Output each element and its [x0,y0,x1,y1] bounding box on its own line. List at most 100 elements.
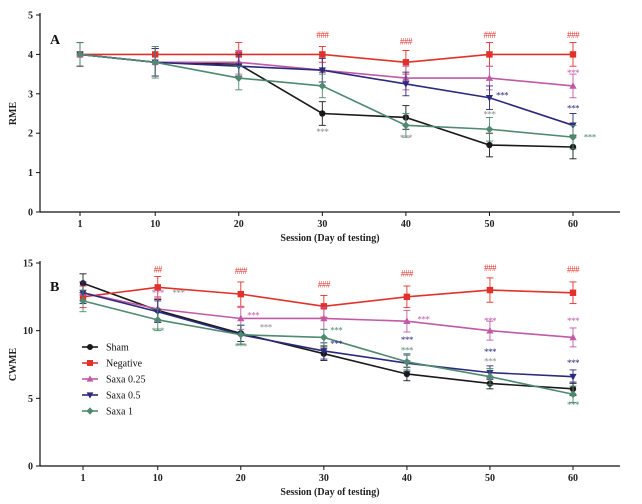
x-tick-label: 50 [484,219,494,230]
x-tick-label: 40 [401,219,411,230]
data-point [485,74,494,81]
significance-stars: *** [567,316,580,326]
data-point [79,297,87,305]
data-point [485,125,494,134]
significance-hash: ### [316,30,329,40]
significance-hash: ### [318,279,331,289]
legend: Sham Negative Saxa 0.25 Saxa 0.5 Saxa 1 [82,343,145,418]
legend-swatch-marker [87,344,93,350]
data-point [318,82,327,90]
legend-item-negative: Negative [82,359,143,370]
data-point [318,67,326,74]
significance-stars: *** [567,400,580,410]
data-point [319,51,326,58]
legend-label: Saxa 0.25 [106,375,145,386]
significance-stars: *** [173,288,186,298]
legend-swatch-marker [87,360,93,366]
data-point [569,51,577,58]
data-point [569,333,577,341]
x-tick-label: 60 [568,473,578,484]
series-saxa-0-25 [79,281,577,348]
significance-stars: *** [400,133,413,143]
significance-stars: *** [567,68,580,78]
significance-hash: ### [567,30,580,40]
data-point [403,293,411,301]
y-tick-label: 10 [23,326,33,337]
significance-stars: *** [316,127,329,137]
x-axis-label: Session (Day of testing) [280,233,379,244]
series-negative [76,42,577,75]
panel-a: 0 1 2 3 4 5 1 10 20 30 40 50 60 Session (Day of testi… [8,11,620,244]
significance-stars: *** [330,325,343,335]
data-point [154,284,161,291]
x-tick-label: 30 [319,473,329,484]
y-tick-label: 1 [28,168,33,179]
x-tick-label: 20 [234,219,244,230]
significance-stars: *** [152,288,165,298]
significance-hash: ### [567,264,580,274]
data-point [485,94,494,102]
legend-item-saxa-1: Saxa 1 [82,407,133,418]
data-point [402,59,410,66]
y-tick-label: 0 [28,208,33,219]
significance-stars: *** [484,357,497,367]
legend-swatch-marker [86,407,94,415]
data-point [320,333,328,342]
data-point [320,348,328,355]
legend-item-saxa-0-5: Saxa 0.5 [82,391,140,402]
panel-label: A [50,33,61,48]
data-point [569,390,577,399]
y-tick-label: 5 [28,394,33,405]
significance-hash: ### [401,269,414,279]
data-point [403,357,411,366]
significance-stars: *** [401,335,414,345]
y-axis-label: CWME [8,348,19,382]
series-sham [76,42,577,160]
significance-stars: *** [418,315,431,325]
data-point [237,290,244,298]
significance-hash: ### [400,37,413,47]
legend-item-saxa-0-25: Saxa 0.25 [82,375,145,386]
data-point [319,110,326,117]
y-tick-label: 5 [28,11,33,22]
data-point [76,50,84,59]
data-point [486,372,494,381]
legend-swatch-marker [86,392,94,399]
legend-swatch-marker [86,375,94,382]
significance-stars: *** [484,347,497,357]
data-point [402,81,410,88]
x-tick-label: 20 [236,473,246,484]
significance-stars: *** [247,310,260,320]
data-point [153,316,162,324]
data-point [486,286,494,294]
y-tick-label: 15 [23,259,33,270]
significance-stars: *** [484,316,497,326]
significance-stars: *** [235,342,248,352]
x-tick-label: 60 [568,219,578,230]
significance-stars: *** [152,326,165,336]
significance-hash: ### [483,30,496,40]
panel-b: 0 5 10 15 1 10 20 30 40 50 60 Session (Day of testi… [8,259,620,498]
significance-stars: *** [260,323,273,333]
legend-label: Saxa 0.5 [106,391,140,402]
series-line [82,300,574,396]
legend-label: Saxa 1 [106,407,133,418]
y-tick-label: 3 [28,89,33,100]
legend-label: Negative [106,359,143,370]
significance-stars: *** [330,339,343,349]
data-point [403,317,411,324]
x-tick-label: 10 [153,473,163,484]
significance-stars: *** [483,109,496,119]
y-tick-label: 4 [28,50,33,61]
series-saxa-1 [79,289,577,403]
data-point [569,82,577,89]
panel-label: B [50,280,59,295]
significance-stars: *** [401,346,414,356]
data-point [486,326,494,334]
data-point [569,373,577,381]
data-point [569,133,577,141]
data-point [237,314,245,322]
y-tick-label: 2 [28,129,33,140]
data-point [320,314,328,322]
